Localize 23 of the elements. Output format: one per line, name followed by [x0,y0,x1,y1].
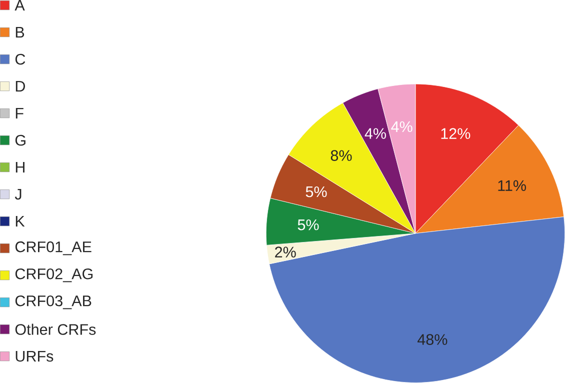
data-label: 4% [391,121,412,132]
legend-label: K [16,216,25,227]
legend-label: CRF01_AE [15,241,92,256]
legend-label: G [15,134,26,146]
legend-label: URFs [16,351,54,362]
legend-label: D [16,81,25,92]
data-label: 2% [275,246,296,258]
data-label: 5% [306,186,327,198]
legend-label: A [14,0,25,11]
data-label: 11% [498,180,526,192]
legend-label: C [15,54,26,65]
legend-label: J [14,189,22,200]
legend-label: H [16,162,24,173]
legend-label: CRF02_AG [15,268,93,282]
legend-label: F [16,108,24,119]
data-label: 12% [441,128,470,139]
legend-label: B [16,27,24,38]
legend-label: CRF03_AB [15,295,92,310]
data-label: 48% [418,334,448,345]
data-label: 8% [330,150,352,161]
data-label: 4% [364,128,386,139]
data-label: 5% [298,220,319,230]
legend-label: Other CRFs [15,324,96,335]
